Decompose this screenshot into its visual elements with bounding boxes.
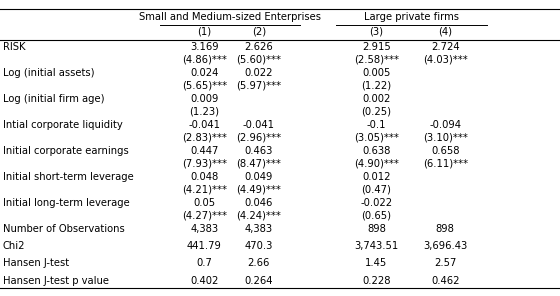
Text: (5.97)***: (5.97)*** bbox=[236, 80, 281, 90]
Text: (0.25): (0.25) bbox=[361, 106, 391, 116]
Text: 2.57: 2.57 bbox=[434, 258, 456, 268]
Text: Initial corporate earnings: Initial corporate earnings bbox=[3, 146, 129, 156]
Text: (1.22): (1.22) bbox=[361, 80, 391, 90]
Text: (4.03)***: (4.03)*** bbox=[423, 54, 468, 64]
Text: (4.86)***: (4.86)*** bbox=[182, 54, 227, 64]
Text: 0.402: 0.402 bbox=[190, 276, 218, 286]
Text: (4.24)***: (4.24)*** bbox=[236, 210, 281, 221]
Text: 0.049: 0.049 bbox=[245, 172, 273, 182]
Text: (5.65)***: (5.65)*** bbox=[182, 80, 227, 90]
Text: Hansen J-test p value: Hansen J-test p value bbox=[3, 276, 109, 286]
Text: Log (initial firm age): Log (initial firm age) bbox=[3, 94, 104, 104]
Text: (0.47): (0.47) bbox=[361, 184, 391, 194]
Text: 2.66: 2.66 bbox=[248, 258, 270, 268]
Text: 898: 898 bbox=[436, 224, 455, 234]
Text: 2.724: 2.724 bbox=[431, 42, 460, 52]
Text: (4): (4) bbox=[438, 26, 452, 36]
Text: RISK: RISK bbox=[3, 42, 25, 52]
Text: Intial corporate liquidity: Intial corporate liquidity bbox=[3, 120, 123, 130]
Text: 441.79: 441.79 bbox=[187, 241, 222, 251]
Text: (7.93)***: (7.93)*** bbox=[182, 158, 227, 168]
Text: (4.49)***: (4.49)*** bbox=[236, 184, 281, 194]
Text: 0.447: 0.447 bbox=[190, 146, 218, 156]
Text: Hansen J-test: Hansen J-test bbox=[3, 258, 69, 268]
Text: 0.658: 0.658 bbox=[431, 146, 459, 156]
Text: Initial long-term leverage: Initial long-term leverage bbox=[3, 198, 129, 208]
Text: (5.60)***: (5.60)*** bbox=[236, 54, 281, 64]
Text: 898: 898 bbox=[367, 224, 386, 234]
Text: 0.462: 0.462 bbox=[431, 276, 459, 286]
Text: 0.002: 0.002 bbox=[362, 94, 390, 104]
Text: (3.10)***: (3.10)*** bbox=[423, 132, 468, 142]
Text: 2.626: 2.626 bbox=[244, 42, 273, 52]
Text: 0.046: 0.046 bbox=[245, 198, 273, 208]
Text: (6.11)***: (6.11)*** bbox=[423, 158, 468, 168]
Text: -0.022: -0.022 bbox=[360, 198, 393, 208]
Text: (3): (3) bbox=[370, 26, 384, 36]
Text: 0.7: 0.7 bbox=[197, 258, 212, 268]
Text: Initial short-term leverage: Initial short-term leverage bbox=[3, 172, 133, 182]
Text: (1.23): (1.23) bbox=[189, 106, 220, 116]
Text: (2.96)***: (2.96)*** bbox=[236, 132, 281, 142]
Text: 1.45: 1.45 bbox=[365, 258, 388, 268]
Text: 4,383: 4,383 bbox=[245, 224, 273, 234]
Text: (8.47)***: (8.47)*** bbox=[236, 158, 281, 168]
Text: 3,696.43: 3,696.43 bbox=[423, 241, 468, 251]
Text: 3.169: 3.169 bbox=[190, 42, 219, 52]
Text: -0.041: -0.041 bbox=[188, 120, 221, 130]
Text: 0.228: 0.228 bbox=[362, 276, 390, 286]
Text: (3.05)***: (3.05)*** bbox=[354, 132, 399, 142]
Text: 0.022: 0.022 bbox=[245, 68, 273, 78]
Text: (4.27)***: (4.27)*** bbox=[182, 210, 227, 221]
Text: 0.009: 0.009 bbox=[190, 94, 218, 104]
Text: Small and Medium-sized Enterprises: Small and Medium-sized Enterprises bbox=[139, 12, 320, 22]
Text: Chi2: Chi2 bbox=[3, 241, 25, 251]
Text: -0.041: -0.041 bbox=[242, 120, 275, 130]
Text: 4,383: 4,383 bbox=[190, 224, 218, 234]
Text: 3,743.51: 3,743.51 bbox=[354, 241, 399, 251]
Text: (2): (2) bbox=[251, 26, 266, 36]
Text: Log (initial assets): Log (initial assets) bbox=[3, 68, 94, 78]
Text: (4.21)***: (4.21)*** bbox=[182, 184, 227, 194]
Text: 2.915: 2.915 bbox=[362, 42, 391, 52]
Text: 0.463: 0.463 bbox=[245, 146, 273, 156]
Text: (0.65): (0.65) bbox=[361, 210, 391, 221]
Text: (2.83)***: (2.83)*** bbox=[182, 132, 227, 142]
Text: (2.58)***: (2.58)*** bbox=[354, 54, 399, 64]
Text: 0.264: 0.264 bbox=[245, 276, 273, 286]
Text: (4.90)***: (4.90)*** bbox=[354, 158, 399, 168]
Text: 0.024: 0.024 bbox=[190, 68, 218, 78]
Text: Number of Observations: Number of Observations bbox=[3, 224, 124, 234]
Text: 0.048: 0.048 bbox=[190, 172, 218, 182]
Text: 470.3: 470.3 bbox=[245, 241, 273, 251]
Text: 0.012: 0.012 bbox=[362, 172, 390, 182]
Text: 0.05: 0.05 bbox=[193, 198, 216, 208]
Text: Large private firms: Large private firms bbox=[364, 12, 459, 22]
Text: 0.638: 0.638 bbox=[362, 146, 390, 156]
Text: -0.094: -0.094 bbox=[429, 120, 461, 130]
Text: (1): (1) bbox=[197, 26, 212, 36]
Text: 0.005: 0.005 bbox=[362, 68, 390, 78]
Text: -0.1: -0.1 bbox=[367, 120, 386, 130]
